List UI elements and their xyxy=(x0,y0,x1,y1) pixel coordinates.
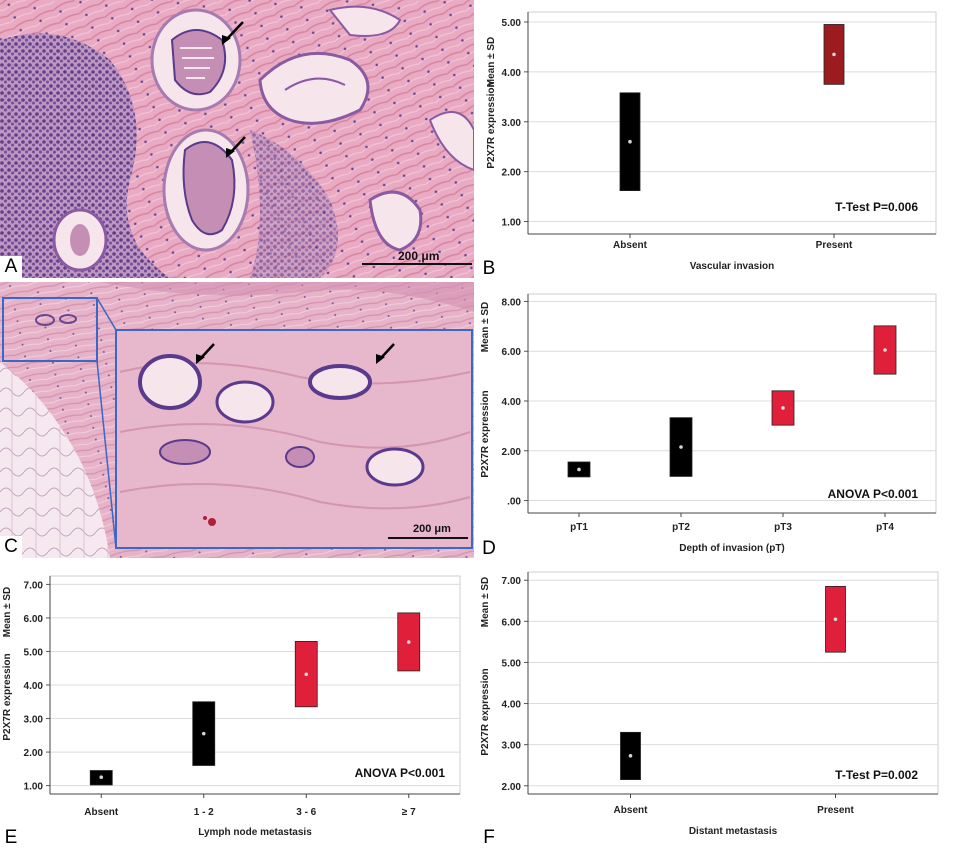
chart-b-svg: 1.00 2.00 3.00 4.00 5.00 Absent Present Vascula… xyxy=(486,11,937,272)
chart-d-svg: .00 2.00 4.00 6.00 8.00 pT1 pT2 pT3 pT4 Depth of … xyxy=(480,293,937,554)
y-axis-label: P2X7R expression xyxy=(486,81,497,168)
arrow-icon xyxy=(196,343,215,364)
y-tick-label: 4.00 xyxy=(502,397,522,408)
mean-point xyxy=(201,731,206,736)
gland-3 xyxy=(258,51,370,125)
y-tick-label: 4.00 xyxy=(24,681,44,692)
micrograph-c: 200 μm C xyxy=(0,282,474,558)
mean-point xyxy=(833,617,838,622)
chart-f: 2.00 3.00 4.00 5.00 6.00 7.00 Absent Present Dis… xyxy=(478,562,953,849)
y-tick-label: 8.00 xyxy=(502,297,522,308)
y-tick-label: 6.00 xyxy=(24,614,44,625)
y-axis-label-secondary: Mean ± SD xyxy=(2,587,13,638)
gland-5 xyxy=(328,5,474,252)
y-tick-label: 1.00 xyxy=(502,218,522,229)
arrow-icon xyxy=(222,21,244,45)
gland-2 xyxy=(162,128,250,252)
x-axis-label: Lymph node metastasis xyxy=(198,827,312,838)
y-tick-label: 1.00 xyxy=(24,782,44,793)
chart-f-svg: 2.00 3.00 4.00 5.00 6.00 7.00 Absent Present Dis… xyxy=(480,571,939,837)
micrograph-a: 200 μm A xyxy=(0,0,474,278)
y-tick-label: 3.00 xyxy=(502,741,522,752)
y-tick-label: 3.00 xyxy=(24,715,44,726)
y-axis-label: P2X7R expression xyxy=(480,390,491,477)
y-tick-label: 2.00 xyxy=(24,748,44,759)
y-tick-label: 6.00 xyxy=(502,347,522,358)
x-tick-label: Present xyxy=(816,240,853,251)
x-tick-label: Absent xyxy=(614,805,649,816)
plot-area xyxy=(527,11,937,235)
arrow-icon xyxy=(226,136,246,158)
mean-point xyxy=(628,753,633,758)
chart-e-svg: 1.00 2.00 3.00 4.00 5.00 6.00 7.00 Absent 1 - 2 3… xyxy=(2,575,461,838)
stat-annotation: ANOVA P<0.001 xyxy=(355,766,446,780)
stat-annotation: T-Test P=0.006 xyxy=(835,200,918,214)
panel-letter-e: E xyxy=(0,827,22,849)
micrograph-c-image xyxy=(0,282,474,558)
inset-source-box xyxy=(2,297,98,362)
mean-point xyxy=(577,467,581,472)
gland-4 xyxy=(52,208,108,272)
stat-annotation: T-Test P=0.002 xyxy=(835,768,918,782)
plot-area xyxy=(527,293,937,514)
x-axis-label: Depth of invasion (pT) xyxy=(679,543,785,554)
x-tick-label: Absent xyxy=(84,807,119,818)
x-tick-label: ≥ 7 xyxy=(402,807,416,818)
x-tick-label: pT4 xyxy=(876,522,894,533)
y-tick-label: 3.00 xyxy=(502,118,522,129)
x-tick-label: pT1 xyxy=(570,522,588,533)
x-tick-label: 3 - 6 xyxy=(296,807,316,818)
y-tick-label: 5.00 xyxy=(502,18,522,29)
scale-label-a: 200 μm xyxy=(398,249,440,263)
micrograph-a-image xyxy=(0,0,474,278)
stat-annotation: ANOVA P<0.001 xyxy=(828,487,919,501)
y-tick-label: .00 xyxy=(507,497,521,508)
panel-letter-f: F xyxy=(478,827,500,849)
mean-point xyxy=(304,672,309,677)
x-axis-label: Distant metastasis xyxy=(689,826,778,837)
y-tick-label: 5.00 xyxy=(502,658,522,669)
y-axis-label: P2X7R expression xyxy=(2,653,13,740)
panel-letter-b: B xyxy=(478,258,500,280)
mean-point xyxy=(832,52,836,57)
x-tick-label: 1 - 2 xyxy=(194,807,214,818)
chart-e: 1.00 2.00 3.00 4.00 5.00 6.00 7.00 Absent 1 - 2 3… xyxy=(0,562,474,849)
x-tick-label: pT3 xyxy=(774,522,792,533)
y-tick-label: 7.00 xyxy=(24,580,44,591)
y-tick-label: 2.00 xyxy=(502,447,522,458)
mean-point xyxy=(679,445,683,449)
x-tick-label: Present xyxy=(817,805,854,816)
panel-letter-d: D xyxy=(478,538,500,560)
inset-zoom xyxy=(115,329,473,549)
panel-letter-a: A xyxy=(0,256,22,278)
scale-label-c: 200 μm xyxy=(413,523,451,535)
y-tick-label: 2.00 xyxy=(502,782,522,793)
y-tick-label: 6.00 xyxy=(502,617,522,628)
x-tick-label: Absent xyxy=(613,240,648,251)
plot-area xyxy=(527,571,939,795)
chart-d: .00 2.00 4.00 6.00 8.00 pT1 pT2 pT3 pT4 Depth of … xyxy=(478,284,953,560)
y-axis-label: P2X7R expression xyxy=(480,668,491,755)
mean-point xyxy=(628,139,632,144)
x-tick-label: pT2 xyxy=(672,522,690,533)
chart-b: 1.00 2.00 3.00 4.00 5.00 Absent Present Vascula… xyxy=(478,0,953,280)
y-tick-label: 4.00 xyxy=(502,700,522,711)
mean-point xyxy=(99,775,104,780)
mean-point xyxy=(781,406,785,410)
y-axis-label-secondary: Mean ± SD xyxy=(480,302,491,353)
arrow-icon xyxy=(376,343,395,364)
mean-point xyxy=(406,640,411,644)
y-tick-label: 2.00 xyxy=(502,168,522,179)
y-tick-label: 7.00 xyxy=(502,576,522,587)
x-axis-label: Vascular invasion xyxy=(690,261,775,272)
y-axis-label-secondary: Mean ± SD xyxy=(486,37,497,88)
y-axis-label-secondary: Mean ± SD xyxy=(480,577,491,628)
y-tick-label: 5.00 xyxy=(24,647,44,658)
mean-point xyxy=(883,348,887,352)
gland-1 xyxy=(150,8,242,112)
y-tick-label: 4.00 xyxy=(502,68,522,79)
panel-letter-c: C xyxy=(0,536,22,558)
